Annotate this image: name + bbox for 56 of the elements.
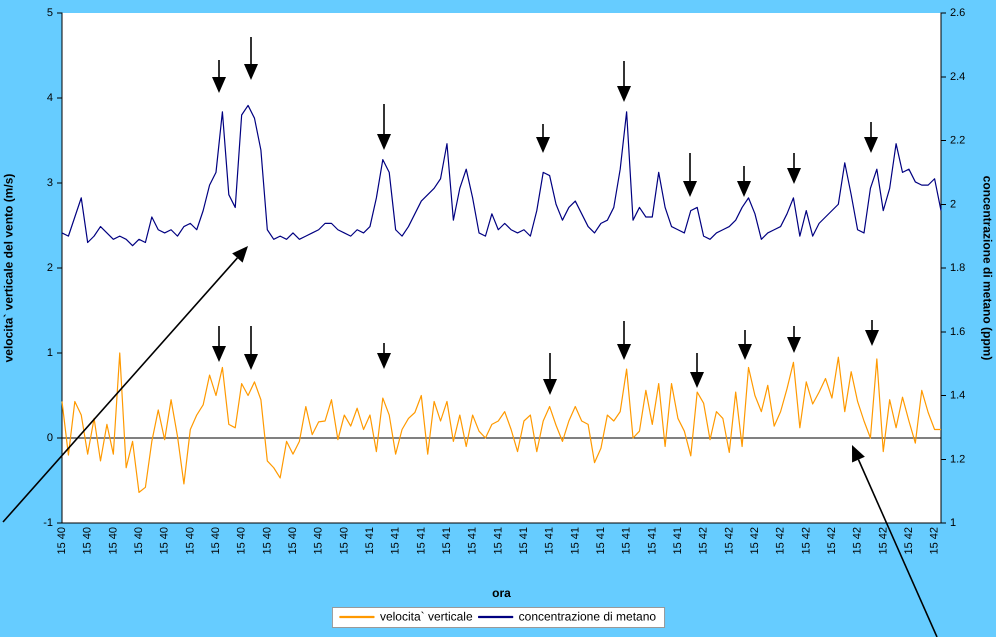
legend-label: velocita` verticale xyxy=(380,609,473,624)
x-tick-label: 15 42 xyxy=(800,527,812,555)
x-tick-label: 15 41 xyxy=(544,527,556,555)
x-tick-label: 15 41 xyxy=(466,527,479,555)
y-tick-label: 2 xyxy=(46,262,53,274)
x-tick-label: 15 42 xyxy=(723,527,736,555)
x-tick-label: 15 41 xyxy=(594,527,607,555)
y-tick-label: 1 xyxy=(46,347,53,360)
y-tick-label: 5 xyxy=(46,7,53,20)
y2-axis-title: concentrazione di metano (ppm) xyxy=(980,176,994,360)
x-tick-label: 15 42 xyxy=(774,527,787,555)
y2-tick-label: 2.2 xyxy=(950,134,966,147)
x-tick-label: 15 41 xyxy=(646,527,658,555)
x-tick-label: 15 40 xyxy=(312,527,325,555)
x-tick-label: 15 41 xyxy=(620,527,633,555)
x-tick-label: 15 42 xyxy=(928,527,941,555)
y2-tick-label: 2.6 xyxy=(950,7,966,20)
y2-tick-label: 2.4 xyxy=(950,70,966,83)
legend-label: concentrazione di metano xyxy=(518,609,656,624)
x-tick-label: 15 41 xyxy=(364,527,376,555)
x-tick-label: 15 40 xyxy=(261,527,274,555)
x-tick-label: 15 40 xyxy=(158,527,171,555)
y-tick-label: 0 xyxy=(46,432,53,444)
x-tick-label: 15 41 xyxy=(390,527,402,555)
y2-tick-label: 1.6 xyxy=(950,326,966,338)
x-tick-label: 15 40 xyxy=(338,527,350,555)
x-tick-label: 15 40 xyxy=(107,527,120,555)
x-tick-label: 15 42 xyxy=(877,527,890,555)
y-tick-label: 4 xyxy=(46,92,53,104)
y2-tick-label: 1.8 xyxy=(950,262,966,274)
y-tick-label: -1 xyxy=(43,517,53,530)
y2-tick-label: 1 xyxy=(950,517,956,530)
x-tick-label: 15 41 xyxy=(415,527,428,555)
x-tick-label: 15 41 xyxy=(569,527,582,555)
x-tick-label: 15 41 xyxy=(518,527,530,555)
x-tick-label: 15 40 xyxy=(287,527,300,555)
x-tick-label: 15 40 xyxy=(236,527,248,555)
y-tick-label: 3 xyxy=(46,177,53,190)
x-tick-label: 15 40 xyxy=(133,527,146,555)
x-tick-label: 15 42 xyxy=(698,527,710,555)
x-tick-label: 15 42 xyxy=(826,527,838,555)
x-tick-label: 15 40 xyxy=(56,527,68,555)
x-axis-title: ora xyxy=(492,586,512,600)
x-tick-label: 15 41 xyxy=(440,527,453,555)
x-tick-label: 15 41 xyxy=(492,527,504,555)
x-tick-label: 15 41 xyxy=(672,527,684,555)
x-tick-label: 15 42 xyxy=(852,527,864,555)
x-tick-label: 15 42 xyxy=(902,527,915,555)
x-tick-label: 15 40 xyxy=(82,527,94,555)
y2-tick-label: 2 xyxy=(950,198,956,210)
x-tick-label: 15 40 xyxy=(210,527,222,555)
y2-tick-label: 1.4 xyxy=(950,390,966,402)
x-tick-label: 15 42 xyxy=(748,527,761,555)
y2-tick-label: 1.2 xyxy=(950,453,966,466)
x-tick-label: 15 40 xyxy=(184,527,196,555)
y-axis-title: velocita` verticale del vento (m/s) xyxy=(2,174,16,362)
